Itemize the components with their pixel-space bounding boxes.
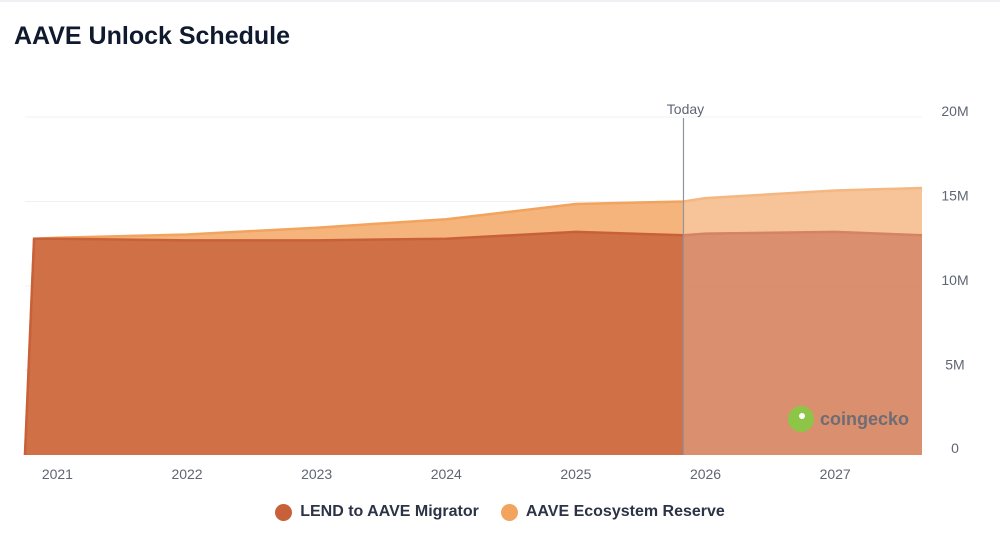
coingecko-logo-icon (788, 406, 814, 432)
y-tick-4: 20M (941, 103, 968, 119)
area-layers (23, 186, 923, 456)
x-tick-2021: 2021 (42, 466, 73, 482)
today-marker: Today (667, 101, 704, 455)
legend: LEND to AAVE Migrator AAVE Ecosystem Rese… (0, 503, 1000, 521)
y-tick-1: 5M (945, 357, 964, 373)
y-tick-2: 10M (941, 272, 968, 288)
x-axis-ticks: 2021 2022 2023 2024 2025 2026 2027 (42, 466, 851, 482)
coingecko-watermark: coingecko (788, 406, 909, 432)
area-lend-to-aave-migrator (25, 231, 922, 455)
x-tick-2027: 2027 (820, 466, 851, 482)
y-tick-3: 15M (941, 188, 968, 204)
legend-label-aave-ecosystem-reserve: AAVE Ecosystem Reserve (525, 503, 725, 520)
top-rule (0, 0, 1000, 2)
today-label: Today (667, 101, 704, 117)
chart-title: AAVE Unlock Schedule (14, 22, 290, 50)
y-axis-ticks: 0 5M 10M 15M 20M (941, 103, 968, 456)
legend-swatch-aave-ecosystem-reserve (500, 503, 518, 521)
future-shade (683, 107, 922, 455)
x-tick-2025: 2025 (560, 466, 591, 482)
legend-label-lend-to-aave-migrator: LEND to AAVE Migrator (300, 503, 479, 520)
x-tick-2024: 2024 (431, 466, 462, 482)
legend-item-aave-ecosystem-reserve[interactable]: AAVE Ecosystem Reserve (500, 503, 725, 521)
legend-swatch-lend-to-aave-migrator (275, 503, 293, 521)
legend-item-lend-to-aave-migrator[interactable]: LEND to AAVE Migrator (275, 503, 479, 521)
x-tick-2022: 2022 (171, 466, 202, 482)
x-tick-2023: 2023 (301, 466, 332, 482)
future-overlay (683, 107, 922, 455)
line-lend-to-aave-migrator (23, 230, 923, 456)
y-tick-0: 0 (951, 440, 959, 456)
x-tick-2026: 2026 (690, 466, 721, 482)
watermark-text: coingecko (820, 408, 910, 429)
